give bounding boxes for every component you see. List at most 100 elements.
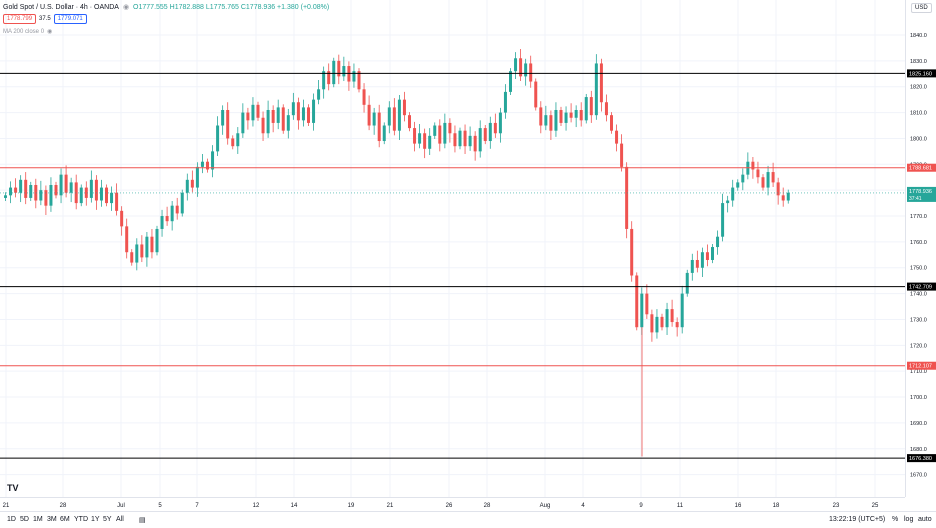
candle-body (630, 228, 634, 276)
candle-body (584, 97, 588, 121)
candle-body (19, 179, 23, 193)
candle-body (519, 58, 523, 77)
candle-body (312, 99, 316, 123)
candle-body (367, 104, 371, 126)
candle-body (428, 135, 432, 149)
candle-body (271, 109, 275, 123)
level-price-label: 1825.160 (909, 71, 932, 77)
price-tick-label: 1670.0 (910, 473, 927, 479)
candle-body (221, 109, 225, 126)
timeframe-3m[interactable]: 3M (47, 516, 57, 523)
time-axis-labels: 21 28 Jul 5 7 12 14 19 21 26 28 Aug 4 9 11 16 18 23 25 (3, 503, 879, 509)
time-tick-label: 28 (484, 503, 491, 509)
time-tick-label: 21 (3, 503, 10, 509)
candle-body (307, 107, 310, 123)
candle-body (39, 190, 43, 201)
timeframe-1d[interactable]: 1D (7, 516, 16, 523)
timeframe-5y[interactable]: 5Y (103, 516, 112, 523)
candle-body (625, 166, 629, 229)
candle-body (185, 179, 189, 193)
price-tick-label: 1750.0 (910, 266, 927, 272)
eye-icon[interactable]: ◉ (122, 4, 130, 11)
time-axis[interactable]: 21 28 Jul 5 7 12 14 19 21 26 28 Aug 4 9 11 16 18 23 25 (0, 497, 905, 511)
currency-selector[interactable]: USD (911, 3, 932, 13)
candle-body (392, 107, 396, 131)
candle-body (579, 109, 583, 121)
candle-body (362, 89, 366, 105)
log-toggle[interactable]: log (904, 516, 914, 523)
timeframe-1m[interactable]: 1M (33, 516, 43, 523)
time-tick-label: Aug (540, 503, 551, 509)
price-tick-label: 1700.0 (910, 395, 927, 401)
chart-pane[interactable]: Gold Spot / U.S. Dollar · 4h · OANDA ◉ O… (0, 0, 905, 497)
time-tick-label: 9 (639, 503, 643, 509)
sell-button[interactable]: 1778.799 (3, 14, 37, 24)
candle-body (195, 166, 199, 188)
time-tick-label: 4 (581, 503, 585, 509)
time-tick-label: 26 (446, 503, 453, 509)
price-chart[interactable] (0, 0, 905, 497)
price-tick-label: 1810.0 (910, 111, 927, 117)
candle-body (286, 115, 290, 131)
percent-toggle[interactable]: % (892, 516, 899, 523)
candle-body (503, 91, 507, 113)
candle-body (261, 117, 265, 134)
candle-body (690, 259, 694, 273)
candle-body (49, 184, 53, 206)
timeframe-1y[interactable]: 1Y (91, 516, 100, 523)
price-tick-label: 1710.0 (910, 369, 927, 375)
symbol-title[interactable]: Gold Spot / U.S. Dollar · 4h · OANDA (3, 3, 119, 11)
candle-body (130, 252, 134, 263)
time-tick-label: 11 (677, 503, 684, 509)
candle-body (473, 135, 477, 152)
candle-body (620, 143, 624, 167)
auto-toggle[interactable]: auto (918, 516, 932, 523)
eye-icon[interactable]: ◉ (47, 29, 53, 35)
candle-body (357, 71, 361, 90)
symbol-legend: Gold Spot / U.S. Dollar · 4h · OANDA ◉ O… (3, 3, 330, 12)
candle-body (231, 138, 235, 147)
candle-body (680, 293, 684, 328)
candle-body (599, 63, 603, 103)
countdown-label: 37:41 (909, 196, 922, 202)
candle-body (433, 125, 437, 136)
clock-time[interactable]: 13:22:19 (UTC+5) (829, 516, 886, 523)
time-tick-label: 28 (60, 503, 67, 509)
timeframe-5d[interactable]: 5D (20, 516, 29, 523)
candle-body (665, 309, 669, 328)
price-axis[interactable]: USD 1840.01830.01820.01810.01800.01790.0… (905, 0, 936, 497)
candle-body (554, 109, 558, 131)
candle-body (155, 228, 159, 253)
date-range-icon[interactable]: ▤ (139, 517, 146, 524)
candle-body (180, 192, 184, 214)
buy-button[interactable]: 1779.071 (53, 14, 87, 24)
time-tick-label: 5 (158, 503, 162, 509)
candle-body (539, 107, 543, 126)
candle-body (413, 128, 417, 144)
candle-body (236, 133, 240, 147)
candle-body (291, 102, 295, 116)
candle-body (59, 174, 63, 196)
time-tick-label: Jul (117, 503, 125, 509)
timeframe-ytd[interactable]: YTD (74, 516, 88, 523)
candle-body (170, 205, 174, 222)
candle-body (402, 99, 406, 116)
ohlc-values: O1777.555 H1782.888 L1775.765 C1778.936 … (133, 3, 330, 11)
level-price-label-bg (907, 163, 936, 172)
tradingview-logo[interactable]: TV (7, 483, 19, 493)
candle-body (549, 115, 553, 131)
current-price-label: 1778.936 (909, 189, 932, 195)
timeframe-all[interactable]: All (116, 516, 124, 523)
price-tick-label: 1720.0 (910, 343, 927, 349)
candle-body (453, 133, 457, 147)
timeframe-6m[interactable]: 6M (60, 516, 70, 523)
candle-body (241, 112, 245, 134)
candle-body (387, 107, 391, 126)
indicator-label[interactable]: MA 200 close 0 (3, 28, 45, 35)
candle-body (24, 179, 28, 198)
candle-body (650, 314, 654, 333)
candle-body (514, 58, 518, 72)
candle-body (529, 63, 533, 82)
candle-body (120, 210, 124, 227)
time-tick-label: 19 (348, 503, 355, 509)
